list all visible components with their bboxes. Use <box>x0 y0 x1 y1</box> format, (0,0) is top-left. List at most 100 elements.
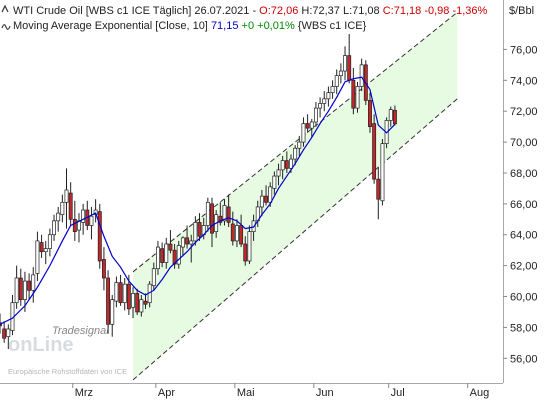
candle-body <box>52 220 56 236</box>
chevron-up-icon <box>1 4 9 13</box>
candle-body <box>72 218 77 233</box>
candle <box>372 114 377 184</box>
candle <box>160 242 165 268</box>
candle-body <box>193 222 198 242</box>
candle-body <box>343 55 347 72</box>
header-high: H:72,37 <box>301 5 340 17</box>
candle <box>143 293 148 309</box>
candle-body <box>347 55 352 81</box>
candle <box>31 267 36 303</box>
candle <box>226 194 231 228</box>
candle <box>176 240 181 269</box>
candle-body <box>64 189 69 203</box>
candle <box>264 185 268 206</box>
header-close: C:71,18 <box>383 5 422 17</box>
candle-body <box>330 86 335 94</box>
candle-body <box>89 215 94 226</box>
x-tick-label: Jun <box>316 387 334 399</box>
candle-body <box>39 242 44 253</box>
header-change: -0,98 <box>424 5 449 17</box>
candle <box>139 294 144 317</box>
header-low: L:71,08 <box>343 5 380 17</box>
candle <box>2 321 7 343</box>
candle-body <box>355 86 360 109</box>
y-tick-label: 76,00 <box>510 44 538 56</box>
candle-body <box>164 243 169 263</box>
y-tick-label: 56,00 <box>510 353 538 365</box>
candle-body <box>176 245 181 265</box>
candle-body <box>247 231 252 262</box>
candle-body <box>101 259 106 279</box>
candle-body <box>81 209 86 223</box>
ma-title: Moving Average Exponential [Close, 10] <box>13 20 208 32</box>
candle <box>68 182 73 226</box>
candle-body <box>259 195 264 208</box>
candle <box>305 114 310 133</box>
candle-body <box>156 246 160 270</box>
candle <box>180 236 185 257</box>
candle-body <box>197 222 202 237</box>
candle-body <box>338 70 343 77</box>
watermark-source: Europäische Rohstoffdaten von ICE <box>8 367 127 376</box>
y-tick-label: 68,00 <box>510 168 538 180</box>
candle <box>52 214 56 241</box>
candle <box>347 33 352 84</box>
candle <box>151 262 156 291</box>
candle-body <box>139 299 144 313</box>
candle <box>18 268 23 306</box>
header-line-1: WTI Crude Oil [WBS c1 ICE Täglich] 26.07… <box>13 5 488 17</box>
candle-body <box>43 248 48 253</box>
candle-body <box>143 300 148 305</box>
y-tick-label: 66,00 <box>510 199 538 211</box>
header-open: O:72,06 <box>259 5 298 17</box>
candle-body <box>322 98 327 104</box>
candle-body <box>122 283 127 304</box>
candle <box>218 202 223 226</box>
candle-body <box>68 192 73 220</box>
candle <box>43 240 48 265</box>
x-tick-label: Mrz <box>75 387 93 399</box>
candle <box>114 276 119 308</box>
candle-body <box>97 211 102 262</box>
candle <box>210 197 214 248</box>
candle <box>168 230 173 254</box>
candle <box>60 194 65 223</box>
ma-value: 71,15 <box>211 20 239 32</box>
y-tick-label: 64,00 <box>510 230 538 242</box>
candle <box>272 171 277 195</box>
candle <box>351 67 356 115</box>
candle <box>322 91 327 112</box>
candle-body <box>297 141 302 149</box>
candle <box>338 63 343 84</box>
ema-line <box>0 76 396 325</box>
candle <box>243 236 248 266</box>
candle <box>355 81 360 113</box>
candle-body <box>60 201 65 216</box>
candle <box>122 277 127 311</box>
candle <box>106 270 111 334</box>
candle-body <box>376 178 381 200</box>
candle <box>380 138 385 206</box>
candle <box>156 240 160 275</box>
candle-body <box>264 195 268 203</box>
candle-body <box>27 280 32 291</box>
candle-body <box>110 299 115 325</box>
candle <box>72 200 77 241</box>
candle-body <box>301 123 306 143</box>
candle-body <box>189 240 194 245</box>
candle <box>193 216 198 246</box>
candle <box>368 92 372 133</box>
candle-body <box>235 225 239 242</box>
candle-body <box>2 328 7 339</box>
candle-body <box>392 109 397 125</box>
candle <box>189 234 194 263</box>
candle-body <box>230 223 235 242</box>
candle-body <box>114 282 119 302</box>
x-tick-label: Apr <box>158 387 175 399</box>
candle <box>276 163 281 186</box>
candle <box>392 105 397 126</box>
candle-body <box>309 121 314 129</box>
candle-body <box>47 234 52 249</box>
candle <box>77 213 81 243</box>
